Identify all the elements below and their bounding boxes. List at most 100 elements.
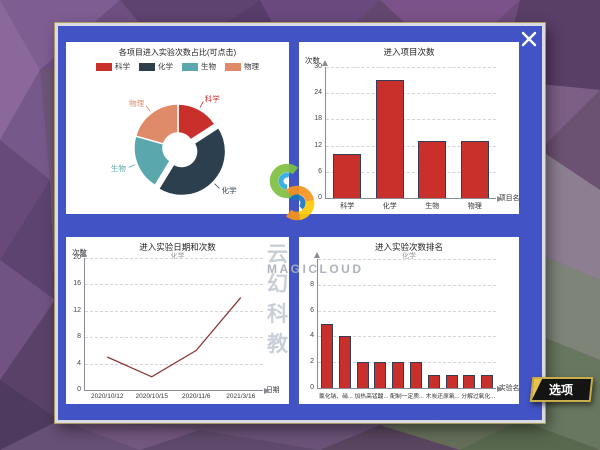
bar — [333, 154, 362, 198]
legend-item-科学[interactable]: 科学 — [96, 61, 130, 72]
legend-label: 科学 — [115, 62, 130, 71]
x-tick-label: 2020/10/12 — [90, 393, 124, 400]
gridline — [85, 337, 263, 339]
bar — [481, 375, 494, 388]
y-tick-label: 12 — [314, 141, 322, 149]
line-dates-plot: 日期 0 4 8 12 16 20 2020/10/12 2020/10/15 2020/11/… — [73, 251, 280, 400]
x-axis-arrow — [497, 196, 503, 202]
pie-slice-label: 科学 — [205, 93, 220, 103]
bar-ranking-xlabel: 实验名 — [499, 385, 520, 392]
gridline — [318, 284, 496, 286]
legend-item-化学[interactable]: 化学 — [139, 61, 173, 72]
panel-pie-share: 各项目进入实验次数占比(可点击) 科学 化学 生物 物理 科学 化学 生物 物理 — [66, 42, 289, 214]
bar-projects-plot: 项目名 0 6 12 18 24 30 科学 化学 生物 物理 — [314, 60, 519, 210]
line-dates-xlabel: 日期 — [266, 387, 280, 394]
y-tick-label: 4 — [77, 359, 81, 367]
bar-ranking-title: 进入实验次数排名 — [374, 242, 443, 252]
pie-slice-label: 化学 — [222, 185, 237, 195]
close-button[interactable] — [518, 28, 540, 50]
bar — [375, 80, 404, 198]
x-tick-label: 2021/3/16 — [226, 393, 256, 400]
gridline — [318, 259, 496, 260]
dashboard-window: 各项目进入实验次数占比(可点击) 科学 化学 生物 物理 科学 化学 生物 物理 进入项目次… — [55, 23, 545, 423]
legend-label: 生物 — [201, 62, 216, 71]
y-tick-label: 0 — [310, 384, 314, 391]
gridline — [326, 93, 496, 95]
pie-title: 各项目进入实验次数占比(可点击) — [118, 48, 237, 57]
y-tick-label: 4 — [310, 332, 314, 340]
panel-line-dates: 进入实验日期和次数 化学 次数 日期 0 4 8 12 16 20 2020/10/12 20… — [66, 237, 289, 404]
line-dates-ylabel: 次数 — [72, 248, 87, 257]
options-button[interactable]: 选项 — [529, 377, 594, 402]
pie-label-leader — [214, 183, 220, 189]
pie-slice-化学[interactable] — [157, 126, 227, 197]
y-tick-label: 6 — [310, 306, 314, 314]
gridline — [326, 119, 496, 121]
bar — [445, 375, 458, 388]
y-tick-label: 6 — [318, 167, 322, 175]
pie-slice-科学[interactable] — [177, 103, 216, 141]
bar-ranking-plot: 实验名 0 2 4 6 8 氯化钠、硝... 加热高锰酸... 配制一定质... 木炭还原氧..… — [310, 252, 519, 400]
bar-projects-ylabel: 次数 — [305, 56, 320, 65]
y-tick-label: 12 — [73, 306, 81, 314]
legend-label: 化学 — [158, 62, 173, 71]
legend-swatch — [139, 62, 155, 71]
bar-projects-title: 进入项目次数 — [383, 47, 435, 57]
line-dates-subtitle: 化学 — [170, 253, 185, 260]
bar — [392, 362, 405, 388]
gridline — [318, 310, 496, 312]
bar — [463, 375, 476, 388]
line-dates-title: 进入实验日期和次数 — [139, 242, 216, 252]
pie-label-leader — [128, 164, 136, 168]
x-axis-arrow — [264, 388, 270, 394]
pie-legend: 科学 化学 生物 物理 — [66, 61, 289, 72]
pie-slice-label: 生物 — [111, 163, 126, 173]
bar — [356, 362, 369, 388]
bar-projects-xlabel: 项目名 — [499, 195, 520, 202]
legend-label: 物理 — [244, 62, 259, 71]
y-tick-label: 8 — [310, 280, 314, 288]
y-tick-label: 0 — [318, 194, 322, 201]
y-axis-arrow — [80, 251, 87, 257]
line-series — [106, 297, 242, 378]
gridline — [318, 336, 496, 338]
x-axis-arrow — [497, 386, 503, 392]
panel-bar-projects: 进入项目次数 次数 项目名 0 6 12 18 24 30 科学 化学 生物 物理 — [299, 42, 519, 214]
bar — [418, 141, 447, 198]
y-tick-label: 8 — [77, 333, 81, 341]
y-tick-label: 16 — [73, 280, 81, 288]
panel-bar-ranking: 进入实验次数排名 化学 实验名 0 2 4 6 8 氯化钠、硝... 加热高锰酸... 配制一… — [299, 237, 519, 404]
bar-ranking-subtitle: 化学 — [402, 253, 416, 260]
bar — [460, 141, 489, 198]
x-tick-label: 2020/10/15 — [135, 393, 169, 400]
legend-swatch — [225, 62, 241, 71]
legend-swatch — [182, 62, 198, 71]
legend-swatch — [96, 62, 112, 71]
x-tick-label: 木炭还原氧... — [425, 394, 460, 400]
x-tick-label: 2020/11/6 — [182, 393, 211, 400]
x-tick-label: 氯化钠、硝... — [318, 394, 353, 400]
bar — [409, 362, 422, 388]
bar — [320, 323, 333, 388]
gridline — [85, 258, 263, 259]
y-tick-label: 20 — [73, 254, 81, 261]
x-tick-label: 化学 — [382, 203, 397, 210]
legend-item-生物[interactable]: 生物 — [182, 61, 216, 72]
legend-item-物理[interactable]: 物理 — [225, 61, 259, 72]
x-tick-label: 生物 — [425, 203, 440, 210]
y-tick-label: 18 — [314, 115, 322, 123]
pie-label-leader — [199, 101, 204, 108]
x-tick-label: 加热高锰酸... — [354, 394, 389, 400]
y-tick-label: 24 — [314, 89, 322, 97]
bar — [338, 336, 351, 388]
gridline — [326, 171, 496, 173]
pie-slice-物理[interactable] — [134, 103, 179, 145]
close-icon — [521, 31, 537, 47]
bar — [374, 362, 387, 388]
gridline — [85, 284, 263, 286]
gridline — [85, 310, 263, 312]
gridline — [326, 145, 496, 147]
y-tick-label: 30 — [314, 63, 322, 70]
